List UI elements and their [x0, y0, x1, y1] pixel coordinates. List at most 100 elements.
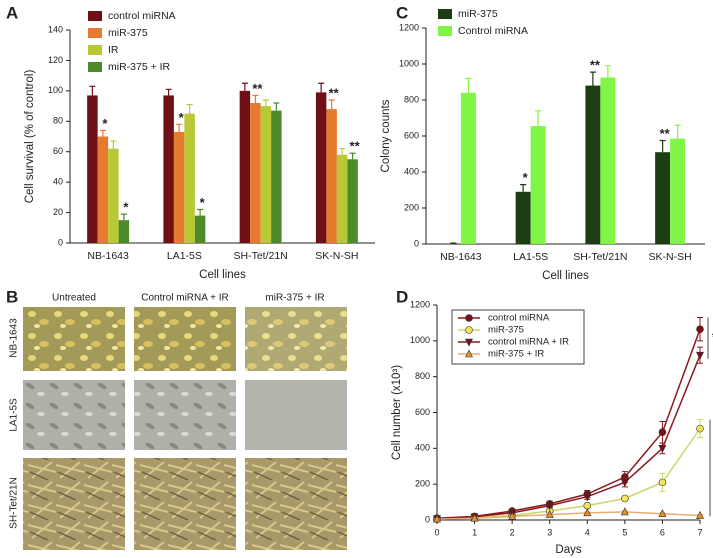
y-tick-label: 600 — [404, 130, 419, 140]
column-label: Control miRNA + IR — [141, 293, 229, 304]
micrograph — [245, 307, 347, 371]
micrograph — [245, 380, 347, 450]
x-tick-label: NB-1643 — [87, 250, 129, 262]
series-line — [436, 428, 701, 520]
error-bar — [197, 208, 204, 216]
point — [433, 514, 441, 523]
error-bar — [120, 213, 127, 221]
x-tick-label: 7 — [697, 527, 702, 537]
y-tick-label: 40 — [53, 177, 63, 187]
y-tick-label: 120 — [48, 55, 63, 65]
x-tick-label: 4 — [585, 527, 590, 537]
bar — [315, 92, 327, 243]
bar — [97, 136, 109, 243]
error-bar — [450, 242, 457, 244]
x-tick-label: NB-1643 — [440, 251, 482, 263]
x-axis-label: Cell lines — [542, 270, 589, 282]
error-bar — [589, 71, 596, 86]
micrograph — [134, 380, 236, 450]
legend-label: miR-375 — [488, 325, 524, 336]
point — [696, 510, 704, 519]
error-bar — [99, 129, 106, 137]
y-tick-label: 140 — [48, 24, 63, 34]
x-tick-label: LA1-5S — [513, 251, 548, 263]
bar — [530, 126, 546, 244]
significance: * — [523, 170, 529, 185]
x-axis-label: Cell lines — [199, 269, 246, 281]
x-tick-label: 0 — [434, 527, 439, 537]
error-bar — [349, 152, 356, 160]
bar — [87, 95, 98, 244]
point — [470, 513, 479, 522]
significance: * — [102, 116, 108, 131]
x-axis-label: Days — [555, 544, 581, 556]
column-label: miR-375 + IR — [265, 293, 324, 304]
micrograph — [245, 458, 347, 550]
bar — [194, 215, 206, 243]
error-bar — [339, 148, 346, 155]
y-tick-label: 1000 — [410, 335, 430, 345]
y-tick-label: 1200 — [399, 22, 419, 32]
point — [696, 424, 704, 433]
y-axis-label: Cell survival (% of control) — [24, 70, 36, 204]
significance: ** — [660, 126, 671, 141]
legend-box — [451, 309, 585, 365]
legend-label: miR-375 + IR — [488, 349, 544, 360]
error-bar — [252, 94, 259, 104]
point — [658, 509, 667, 518]
x-tick-label: 1 — [472, 527, 477, 537]
bar — [108, 148, 119, 243]
significance: * — [123, 200, 129, 215]
y-tick-label: 200 — [404, 202, 419, 212]
x-tick-label: SH-Tet/21N — [233, 250, 287, 262]
error-bar — [110, 140, 117, 149]
y-tick-label: 1000 — [399, 58, 419, 68]
error-bar — [186, 103, 193, 114]
error-bar — [318, 82, 325, 93]
point — [583, 508, 592, 517]
micrograph — [134, 458, 236, 550]
y-tick-label: 400 — [415, 443, 430, 453]
bar — [460, 92, 476, 244]
significance: * — [200, 195, 206, 210]
legend-label: IR — [108, 44, 119, 56]
legend-swatch — [88, 11, 102, 21]
point — [621, 494, 629, 503]
legend-swatch — [438, 26, 452, 36]
bar — [585, 85, 601, 244]
bar — [250, 103, 261, 244]
error-bar — [89, 85, 96, 96]
legend-label: miR-375 — [458, 8, 498, 20]
legend-marker — [465, 338, 473, 347]
legend-label: control miRNA + IR — [488, 337, 569, 348]
y-tick-label: 0 — [425, 514, 430, 524]
bar — [600, 77, 616, 244]
significance: * — [179, 110, 185, 125]
significance: ** — [329, 85, 340, 100]
row-label: NB-1643 — [9, 318, 20, 358]
x-tick-label: 2 — [510, 527, 515, 537]
bar — [347, 159, 358, 243]
y-tick-label: 80 — [53, 116, 63, 126]
x-tick-label: SK-N-SH — [649, 251, 692, 263]
panel-letter: B — [6, 287, 18, 306]
series-line — [436, 511, 701, 520]
x-tick-label: 5 — [622, 527, 627, 537]
error-bar — [328, 99, 335, 110]
x-tick-label: 3 — [547, 527, 552, 537]
y-tick-label: 0 — [58, 237, 63, 247]
legend-label: control miRNA — [108, 10, 176, 22]
bar — [118, 220, 130, 243]
bar — [239, 90, 251, 243]
micrograph — [23, 307, 125, 371]
point — [620, 507, 629, 516]
error-bar — [535, 110, 542, 127]
micrographs: Untreated Control miRNA + IR miR-375 + I… — [9, 293, 347, 550]
legend-label: miR-375 + IR — [108, 61, 171, 73]
bar — [260, 106, 272, 243]
panel-letter: D — [396, 287, 408, 306]
series-line — [436, 354, 701, 520]
micrograph — [134, 307, 236, 371]
legend-label: Control miRNA — [458, 25, 528, 37]
